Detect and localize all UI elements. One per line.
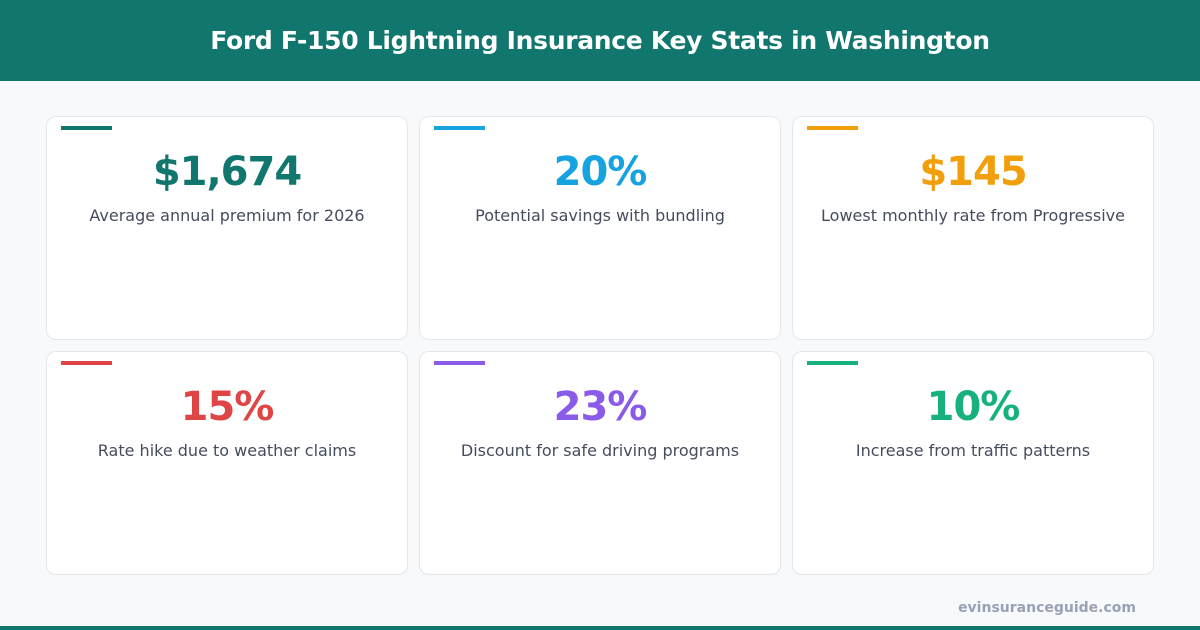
- stat-card: $145 Lowest monthly rate from Progressiv…: [792, 116, 1154, 340]
- stat-label: Rate hike due to weather claims: [97, 441, 357, 460]
- stat-label: Discount for safe driving programs: [460, 441, 740, 460]
- accent-bar: [61, 361, 112, 365]
- bottom-bar: [0, 626, 1200, 630]
- accent-bar: [807, 126, 858, 130]
- stat-card: 20% Potential savings with bundling: [419, 116, 781, 340]
- header-banner: Ford F-150 Lightning Insurance Key Stats…: [0, 0, 1200, 81]
- stat-value: $145: [919, 149, 1027, 195]
- accent-bar: [61, 126, 112, 130]
- stat-value: $1,674: [152, 149, 302, 195]
- accent-bar: [807, 361, 858, 365]
- stat-label: Potential savings with bundling: [475, 206, 725, 225]
- stat-value: 23%: [553, 384, 648, 430]
- stat-label: Lowest monthly rate from Progressive: [821, 206, 1125, 225]
- stat-card: 15% Rate hike due to weather claims: [46, 351, 408, 575]
- stat-card: 10% Increase from traffic patterns: [792, 351, 1154, 575]
- page-title: Ford F-150 Lightning Insurance Key Stats…: [210, 26, 990, 55]
- stat-value: 10%: [926, 384, 1021, 430]
- accent-bar: [434, 126, 485, 130]
- footer-site: evinsuranceguide.com: [958, 600, 1136, 616]
- stat-label: Increase from traffic patterns: [855, 441, 1091, 460]
- stat-card: 23% Discount for safe driving programs: [419, 351, 781, 575]
- accent-bar: [434, 361, 485, 365]
- stat-card: $1,674 Average annual premium for 2026: [46, 116, 408, 340]
- stat-label: Average annual premium for 2026: [89, 206, 365, 225]
- stat-value: 15%: [180, 384, 275, 430]
- stat-value: 20%: [553, 149, 648, 195]
